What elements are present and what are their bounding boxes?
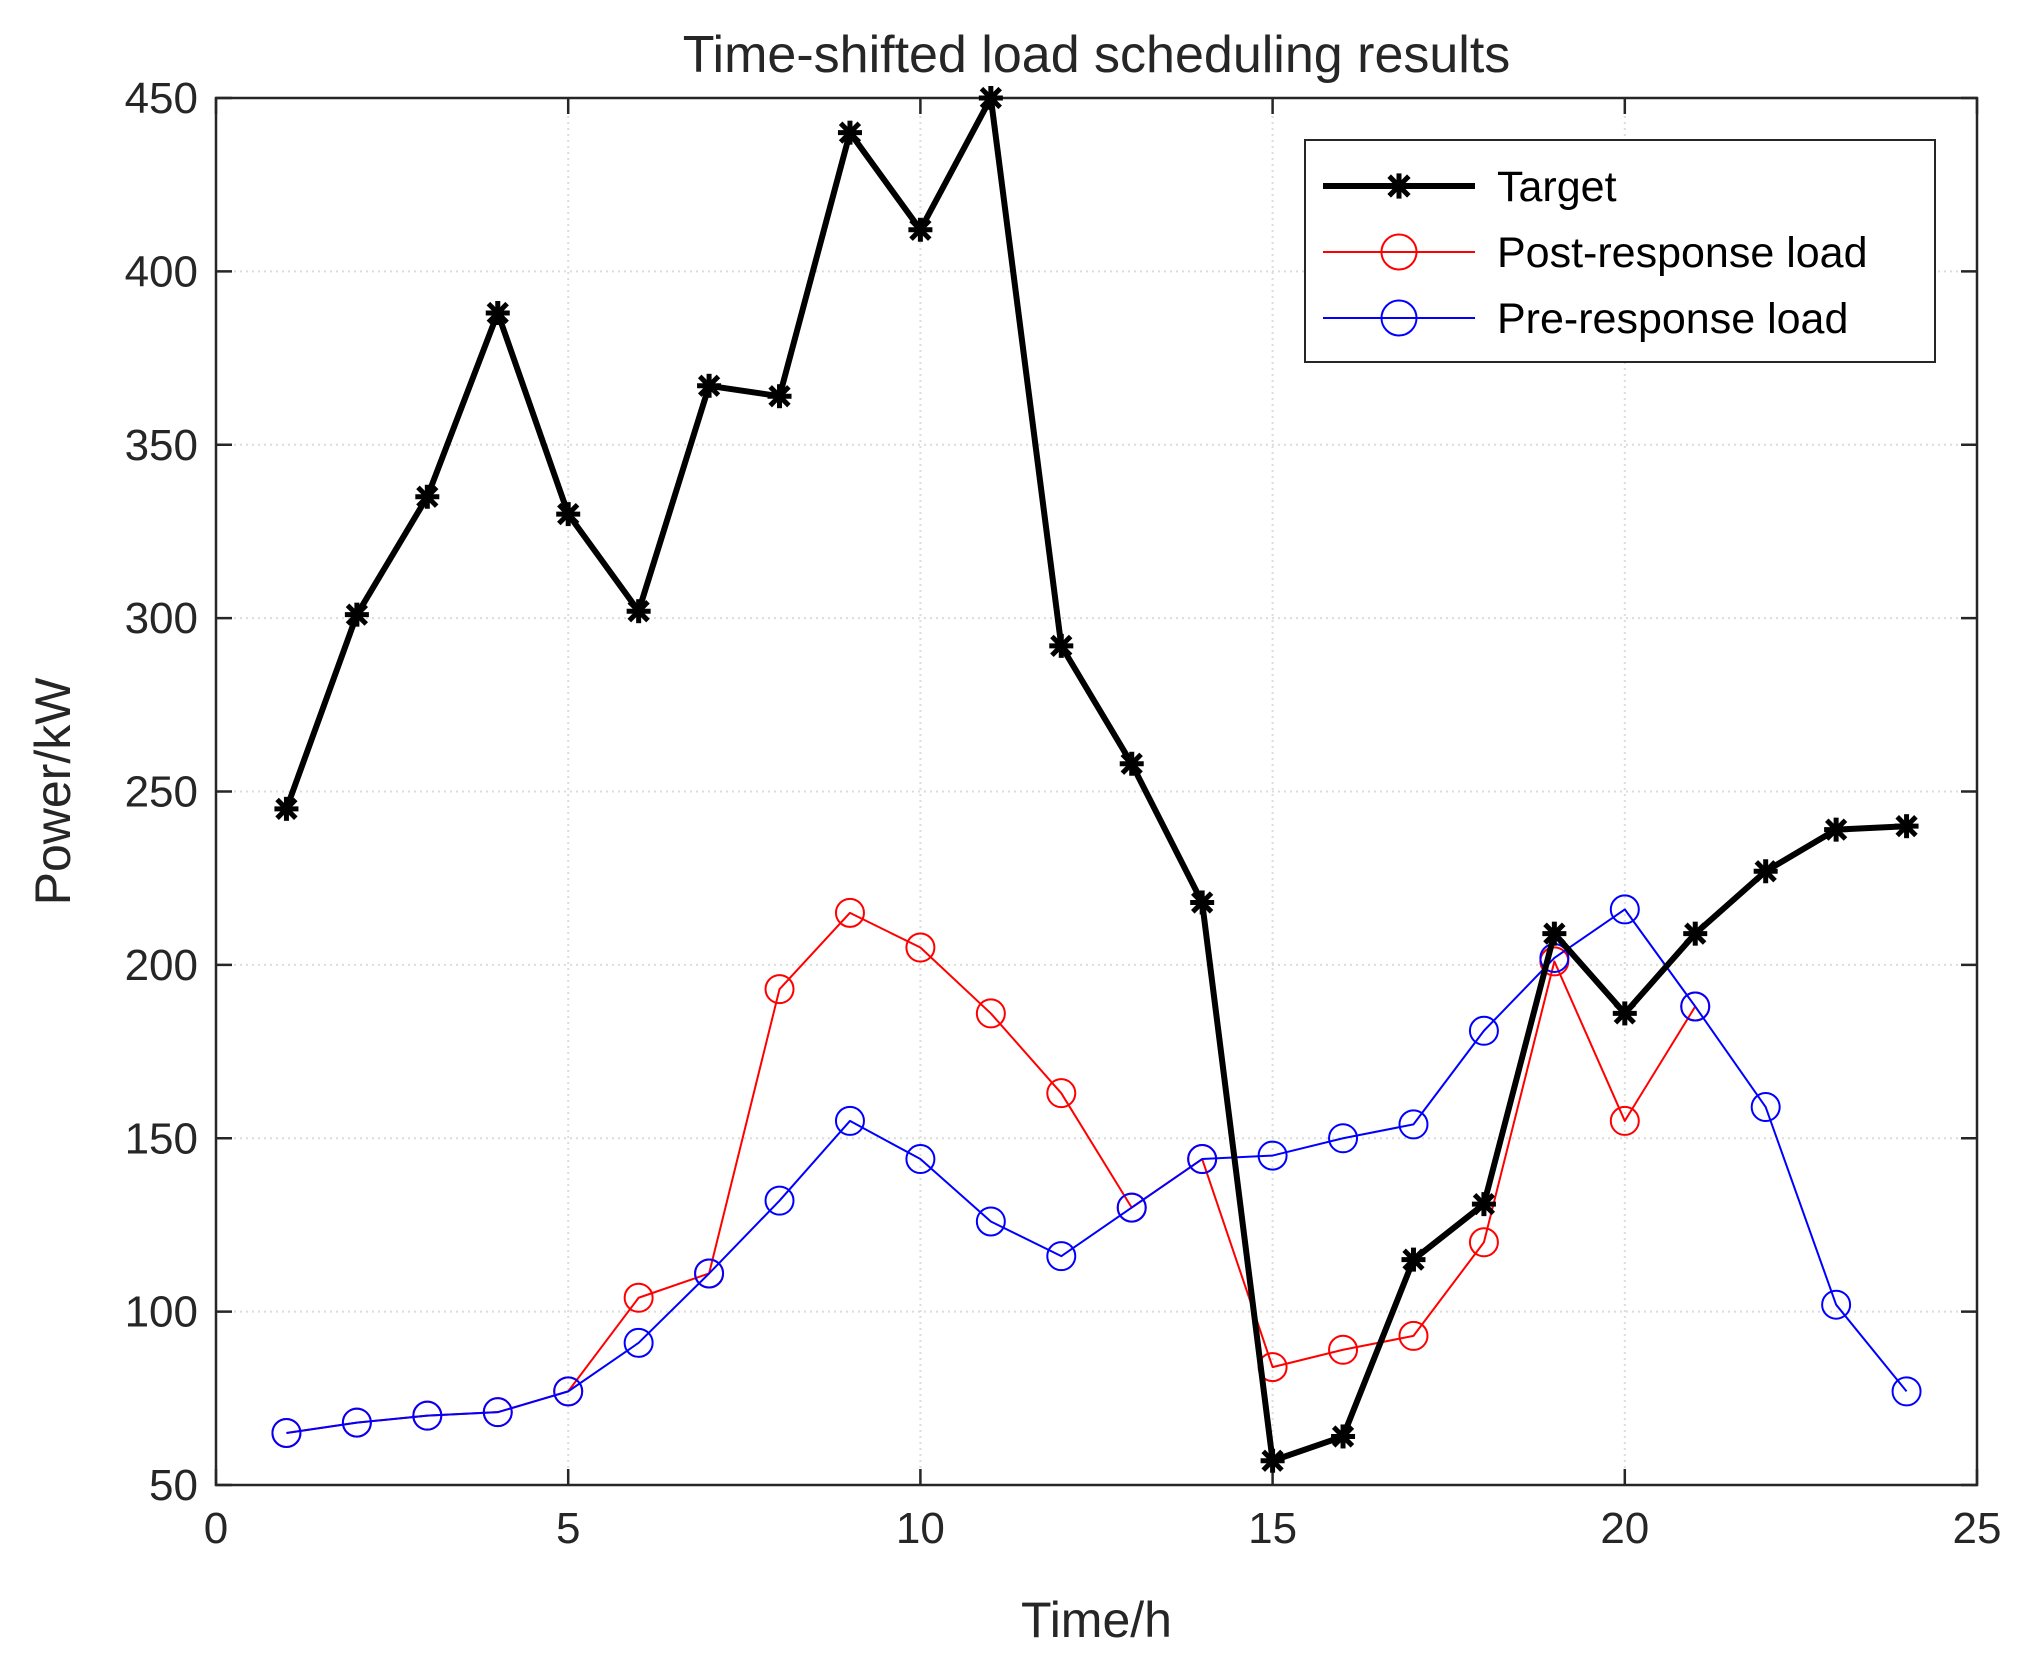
series-target bbox=[274, 86, 1919, 1473]
point-pre-response-load-23 bbox=[1821, 1289, 1852, 1320]
x-tick-label-1: 5 bbox=[556, 1504, 580, 1553]
legend-label-target: Target bbox=[1497, 163, 1617, 211]
point-target-14 bbox=[1190, 890, 1215, 915]
legend-marker-target bbox=[1386, 173, 1412, 199]
y-tick-label-4: 250 bbox=[125, 768, 198, 817]
point-pre-response-load-12 bbox=[1046, 1241, 1077, 1272]
legend-entry-target: Target bbox=[1323, 163, 1617, 211]
point-target-16 bbox=[1331, 1424, 1356, 1449]
point-target-15 bbox=[1260, 1448, 1285, 1473]
point-pre-response-load-3 bbox=[412, 1400, 443, 1431]
point-pre-response-load-1 bbox=[271, 1417, 302, 1448]
point-pre-response-load-8 bbox=[764, 1185, 795, 1216]
chart-title: Time-shifted load scheduling results bbox=[683, 26, 1511, 84]
point-pre-response-load-15 bbox=[1257, 1140, 1288, 1171]
point-pre-response-load-10 bbox=[905, 1144, 936, 1175]
legend-marker-pre-response-load bbox=[1380, 299, 1418, 337]
legend-entry-pre-response-load: Pre-response load bbox=[1323, 295, 1848, 343]
point-target-1 bbox=[274, 796, 299, 821]
point-post-response-load-18 bbox=[1468, 1227, 1499, 1258]
point-post-response-load-8 bbox=[764, 974, 795, 1005]
point-pre-response-load-13 bbox=[1116, 1192, 1147, 1223]
point-post-response-load-10 bbox=[905, 932, 936, 963]
point-pre-response-load-18 bbox=[1468, 1015, 1499, 1046]
y-tick-label-8: 450 bbox=[125, 74, 198, 123]
point-post-response-load-20 bbox=[1609, 1105, 1640, 1136]
y-tick-label-6: 350 bbox=[125, 421, 198, 470]
point-pre-response-load-20 bbox=[1609, 894, 1640, 925]
y-tick-label-5: 300 bbox=[125, 594, 198, 643]
point-target-20 bbox=[1612, 1001, 1637, 1026]
point-pre-response-load-7 bbox=[694, 1258, 725, 1289]
point-post-response-load-9 bbox=[834, 897, 865, 928]
point-target-8 bbox=[767, 384, 792, 409]
data-series bbox=[271, 86, 1922, 1473]
x-axis-label: Time/h bbox=[1021, 1592, 1172, 1648]
point-post-response-load-6 bbox=[623, 1282, 654, 1313]
y-tick-label-7: 400 bbox=[125, 247, 198, 296]
y-tick-label-1: 100 bbox=[125, 1288, 198, 1337]
legend-label-pre-response-load: Pre-response load bbox=[1497, 295, 1848, 343]
point-target-24 bbox=[1894, 814, 1919, 839]
point-post-response-load-16 bbox=[1328, 1334, 1359, 1365]
point-pre-response-load-16 bbox=[1328, 1123, 1359, 1154]
x-tick-label-3: 15 bbox=[1248, 1504, 1297, 1553]
legend: Target Post-response load Pre-response loa… bbox=[1304, 139, 1936, 363]
point-target-6 bbox=[626, 599, 651, 624]
y-axis-label: Power/kW bbox=[25, 677, 81, 906]
point-target-10 bbox=[908, 217, 933, 242]
point-pre-response-load-9 bbox=[834, 1105, 865, 1136]
y-tick-label-0: 50 bbox=[149, 1461, 198, 1510]
point-target-3 bbox=[415, 484, 440, 509]
point-pre-response-load-17 bbox=[1398, 1109, 1429, 1140]
point-target-7 bbox=[697, 373, 722, 398]
x-tick-label-5: 25 bbox=[1953, 1504, 2002, 1553]
point-target-22 bbox=[1753, 859, 1778, 884]
series-pre-response-load bbox=[271, 894, 1922, 1448]
point-target-11 bbox=[978, 86, 1003, 110]
point-target-23 bbox=[1824, 817, 1849, 842]
point-target-13 bbox=[1119, 751, 1144, 776]
point-target-19 bbox=[1542, 921, 1567, 946]
point-pre-response-load-14 bbox=[1187, 1144, 1218, 1175]
x-tick-label-2: 10 bbox=[896, 1504, 945, 1553]
point-post-response-load-17 bbox=[1398, 1320, 1429, 1351]
point-pre-response-load-2 bbox=[341, 1407, 372, 1438]
point-target-2 bbox=[344, 602, 369, 627]
point-target-4 bbox=[485, 300, 510, 325]
legend-label-post-response-load: Post-response load bbox=[1497, 229, 1868, 277]
point-pre-response-load-4 bbox=[482, 1397, 513, 1428]
point-pre-response-load-21 bbox=[1680, 991, 1711, 1022]
y-tick-label-3: 200 bbox=[125, 941, 198, 990]
point-target-21 bbox=[1683, 921, 1708, 946]
point-target-9 bbox=[837, 120, 862, 145]
point-pre-response-load-6 bbox=[623, 1327, 654, 1358]
x-tick-label-4: 20 bbox=[1600, 1504, 1649, 1553]
x-tick-label-0: 0 bbox=[204, 1504, 228, 1553]
point-target-5 bbox=[556, 502, 581, 527]
axis-ticks: 0 5 10 15 20 25 50 100 150 200 250 300 350 400 450 bbox=[125, 74, 2002, 1553]
point-target-18 bbox=[1471, 1192, 1496, 1217]
point-target-12 bbox=[1049, 633, 1074, 658]
legend-marker-post-response-load bbox=[1380, 233, 1418, 271]
point-pre-response-load-22 bbox=[1750, 1092, 1781, 1123]
series-line-target bbox=[283, 95, 1907, 1464]
point-pre-response-load-5 bbox=[553, 1376, 584, 1407]
point-target-17 bbox=[1401, 1247, 1426, 1272]
point-post-response-load-11 bbox=[975, 998, 1006, 1029]
series-line-pre-response-load bbox=[286, 908, 1908, 1434]
point-pre-response-load-11 bbox=[975, 1206, 1006, 1237]
legend-entry-post-response-load: Post-response load bbox=[1323, 229, 1868, 277]
point-pre-response-load-24 bbox=[1891, 1376, 1922, 1407]
y-tick-label-2: 150 bbox=[125, 1114, 198, 1163]
point-post-response-load-12 bbox=[1046, 1078, 1077, 1109]
